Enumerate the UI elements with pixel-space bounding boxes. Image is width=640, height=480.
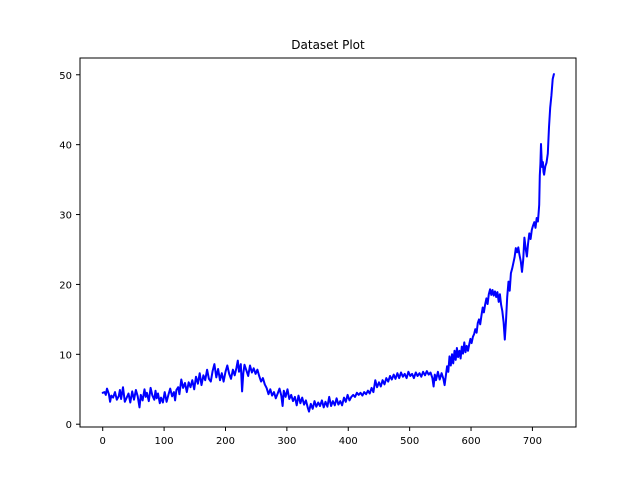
y-tick-label: 40	[59, 141, 72, 152]
x-tick-label: 700	[523, 436, 542, 447]
x-tick-label: 0	[100, 436, 106, 447]
axes-frame	[79, 57, 577, 428]
y-axis: 0 10 20 30 40 50	[59, 71, 80, 431]
x-tick-label: 200	[216, 436, 235, 447]
y-tick-label: 20	[59, 280, 72, 291]
x-tick-label: 300	[277, 436, 296, 447]
plot-area	[79, 57, 577, 428]
x-tick-label: 400	[339, 436, 358, 447]
y-tick-label: 30	[59, 211, 72, 222]
y-tick-label: 10	[59, 350, 72, 361]
series-line	[101, 73, 555, 413]
x-tick-label: 100	[155, 436, 174, 447]
x-axis: 0 100 200 300 400 500 600 700	[100, 427, 542, 447]
y-tick-label: 50	[59, 71, 72, 82]
chart-title: Dataset Plot	[291, 38, 365, 52]
y-tick-label: 0	[66, 420, 72, 431]
x-tick-label: 500	[400, 436, 419, 447]
x-tick-label: 600	[461, 436, 480, 447]
